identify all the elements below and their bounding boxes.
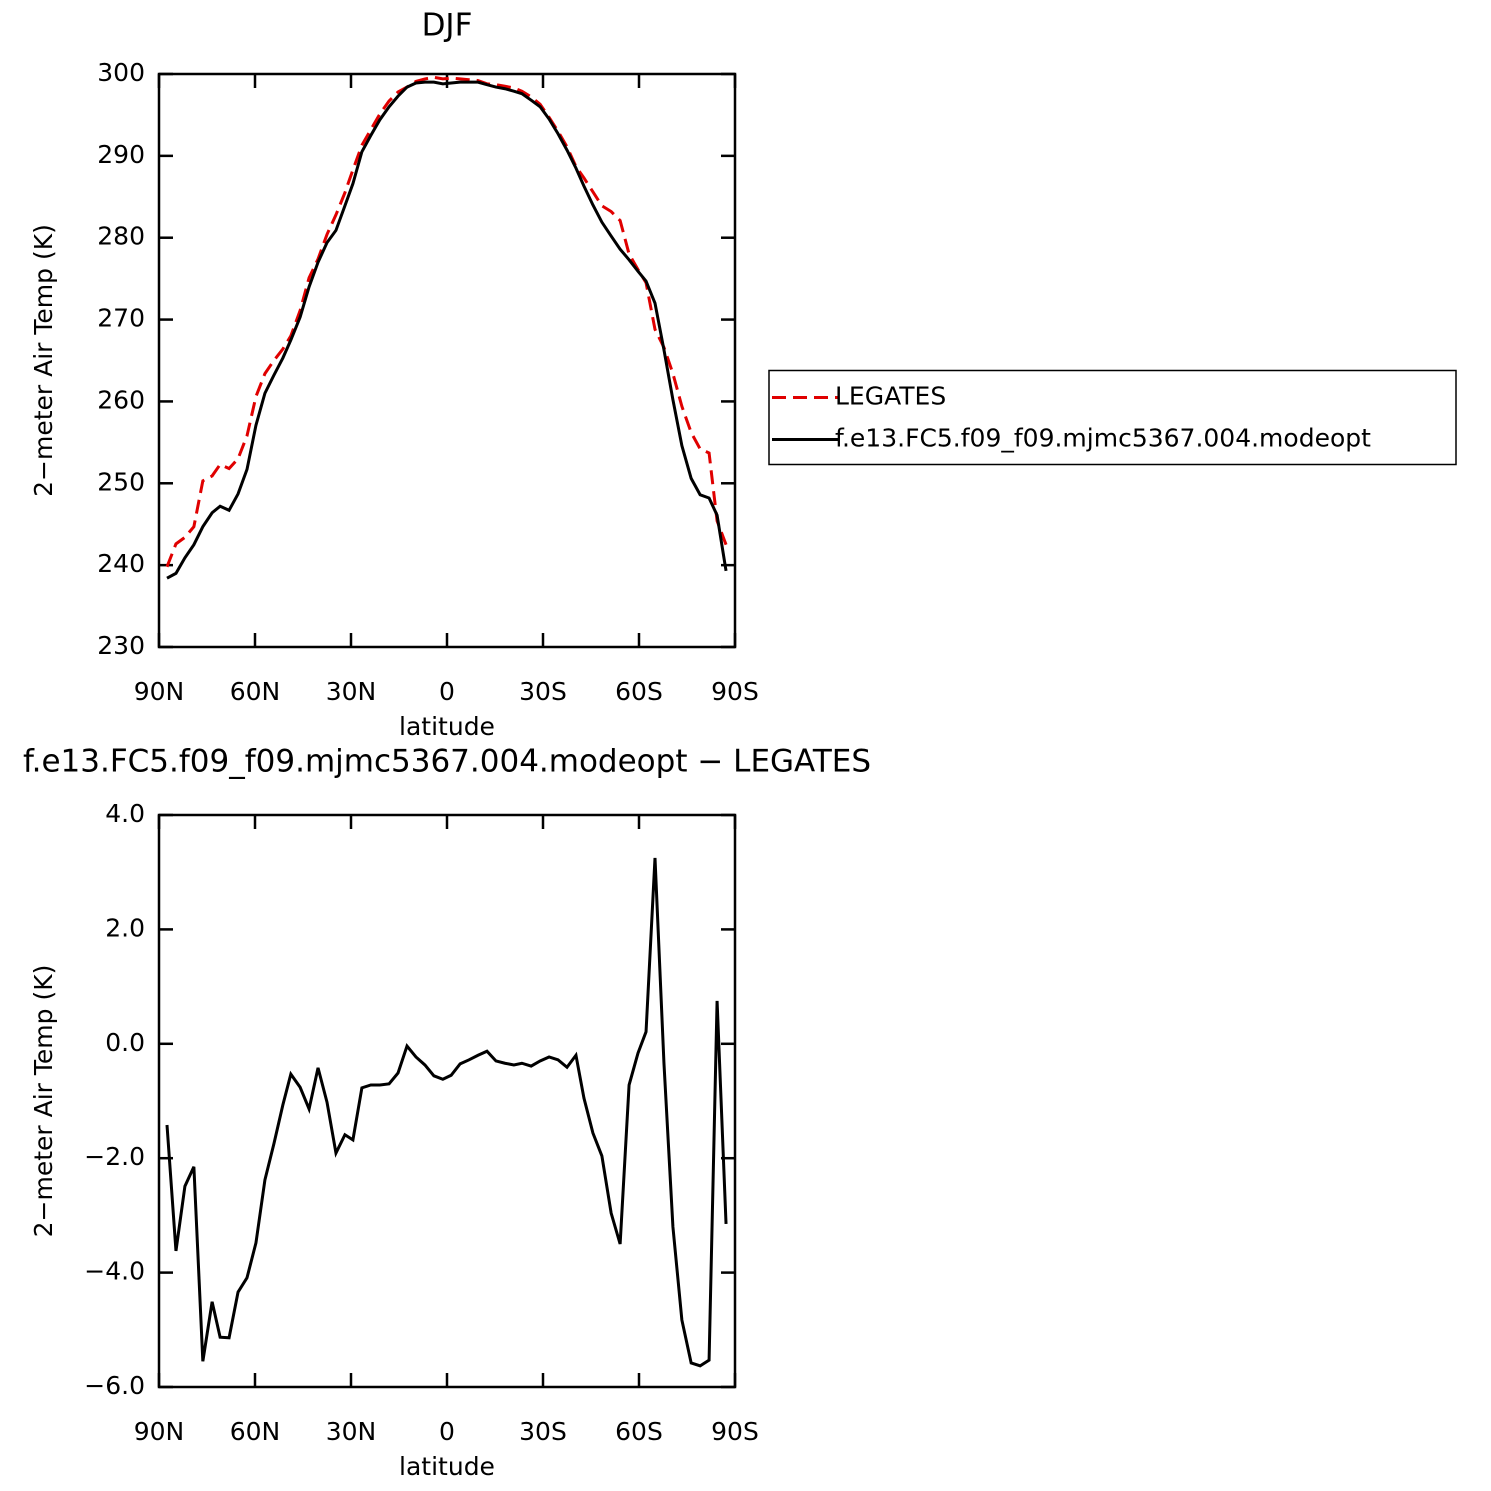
legend-box	[768, 369, 1457, 466]
y-tick-label: 270	[97, 304, 145, 333]
data-line	[166, 80, 728, 580]
y-tick-label: −6.0	[84, 1371, 145, 1400]
x-tick-label: 30N	[326, 1417, 377, 1446]
x-tick-label: 60N	[230, 1417, 281, 1446]
x-tick-label: 30N	[326, 677, 377, 706]
x-tick-label: 90S	[711, 677, 759, 706]
x-tick-label: 60S	[615, 1417, 663, 1446]
y-tick-label: 280	[97, 222, 145, 251]
x-tick-label: 0	[439, 1417, 455, 1446]
x-axis-label: latitude	[399, 712, 495, 741]
x-tick-label: 0	[439, 677, 455, 706]
y-tick-label: 4.0	[105, 799, 145, 828]
y-tick-label: 250	[97, 467, 145, 496]
y-axis-label: 2−meter Air Temp (K)	[29, 224, 58, 497]
x-tick-label: 60N	[230, 677, 281, 706]
y-tick-label: 2.0	[105, 913, 145, 942]
y-tick-label: 230	[97, 631, 145, 660]
y-tick-label: 260	[97, 385, 145, 414]
y-tick-label: −4.0	[84, 1257, 145, 1286]
legend-label: f.e13.FC5.f09_f09.mjmc5367.004.modeopt	[835, 424, 1371, 453]
x-tick-label: 60S	[615, 677, 663, 706]
chart-title: DJF	[422, 8, 473, 44]
plot-frame	[157, 72, 737, 649]
x-tick-label: 90S	[711, 1417, 759, 1446]
y-tick-label: 0.0	[105, 1028, 145, 1057]
x-tick-label: 90N	[134, 1417, 185, 1446]
chart-title: f.e13.FC5.f09_f09.mjmc5367.004.modeopt −…	[23, 744, 871, 780]
y-tick-label: 300	[97, 58, 145, 87]
data-line	[165, 857, 728, 1368]
x-axis-label: latitude	[399, 1452, 495, 1481]
y-tick-label: −2.0	[84, 1142, 145, 1171]
data-line	[165, 75, 728, 568]
y-axis-label: 2−meter Air Temp (K)	[29, 965, 58, 1238]
y-tick-label: 240	[97, 549, 145, 578]
plot-frame	[157, 813, 737, 1389]
legend-label: LEGATES	[835, 382, 946, 411]
x-tick-label: 30S	[519, 1417, 567, 1446]
x-tick-label: 30S	[519, 677, 567, 706]
x-tick-label: 90N	[134, 677, 185, 706]
y-tick-label: 290	[97, 140, 145, 169]
